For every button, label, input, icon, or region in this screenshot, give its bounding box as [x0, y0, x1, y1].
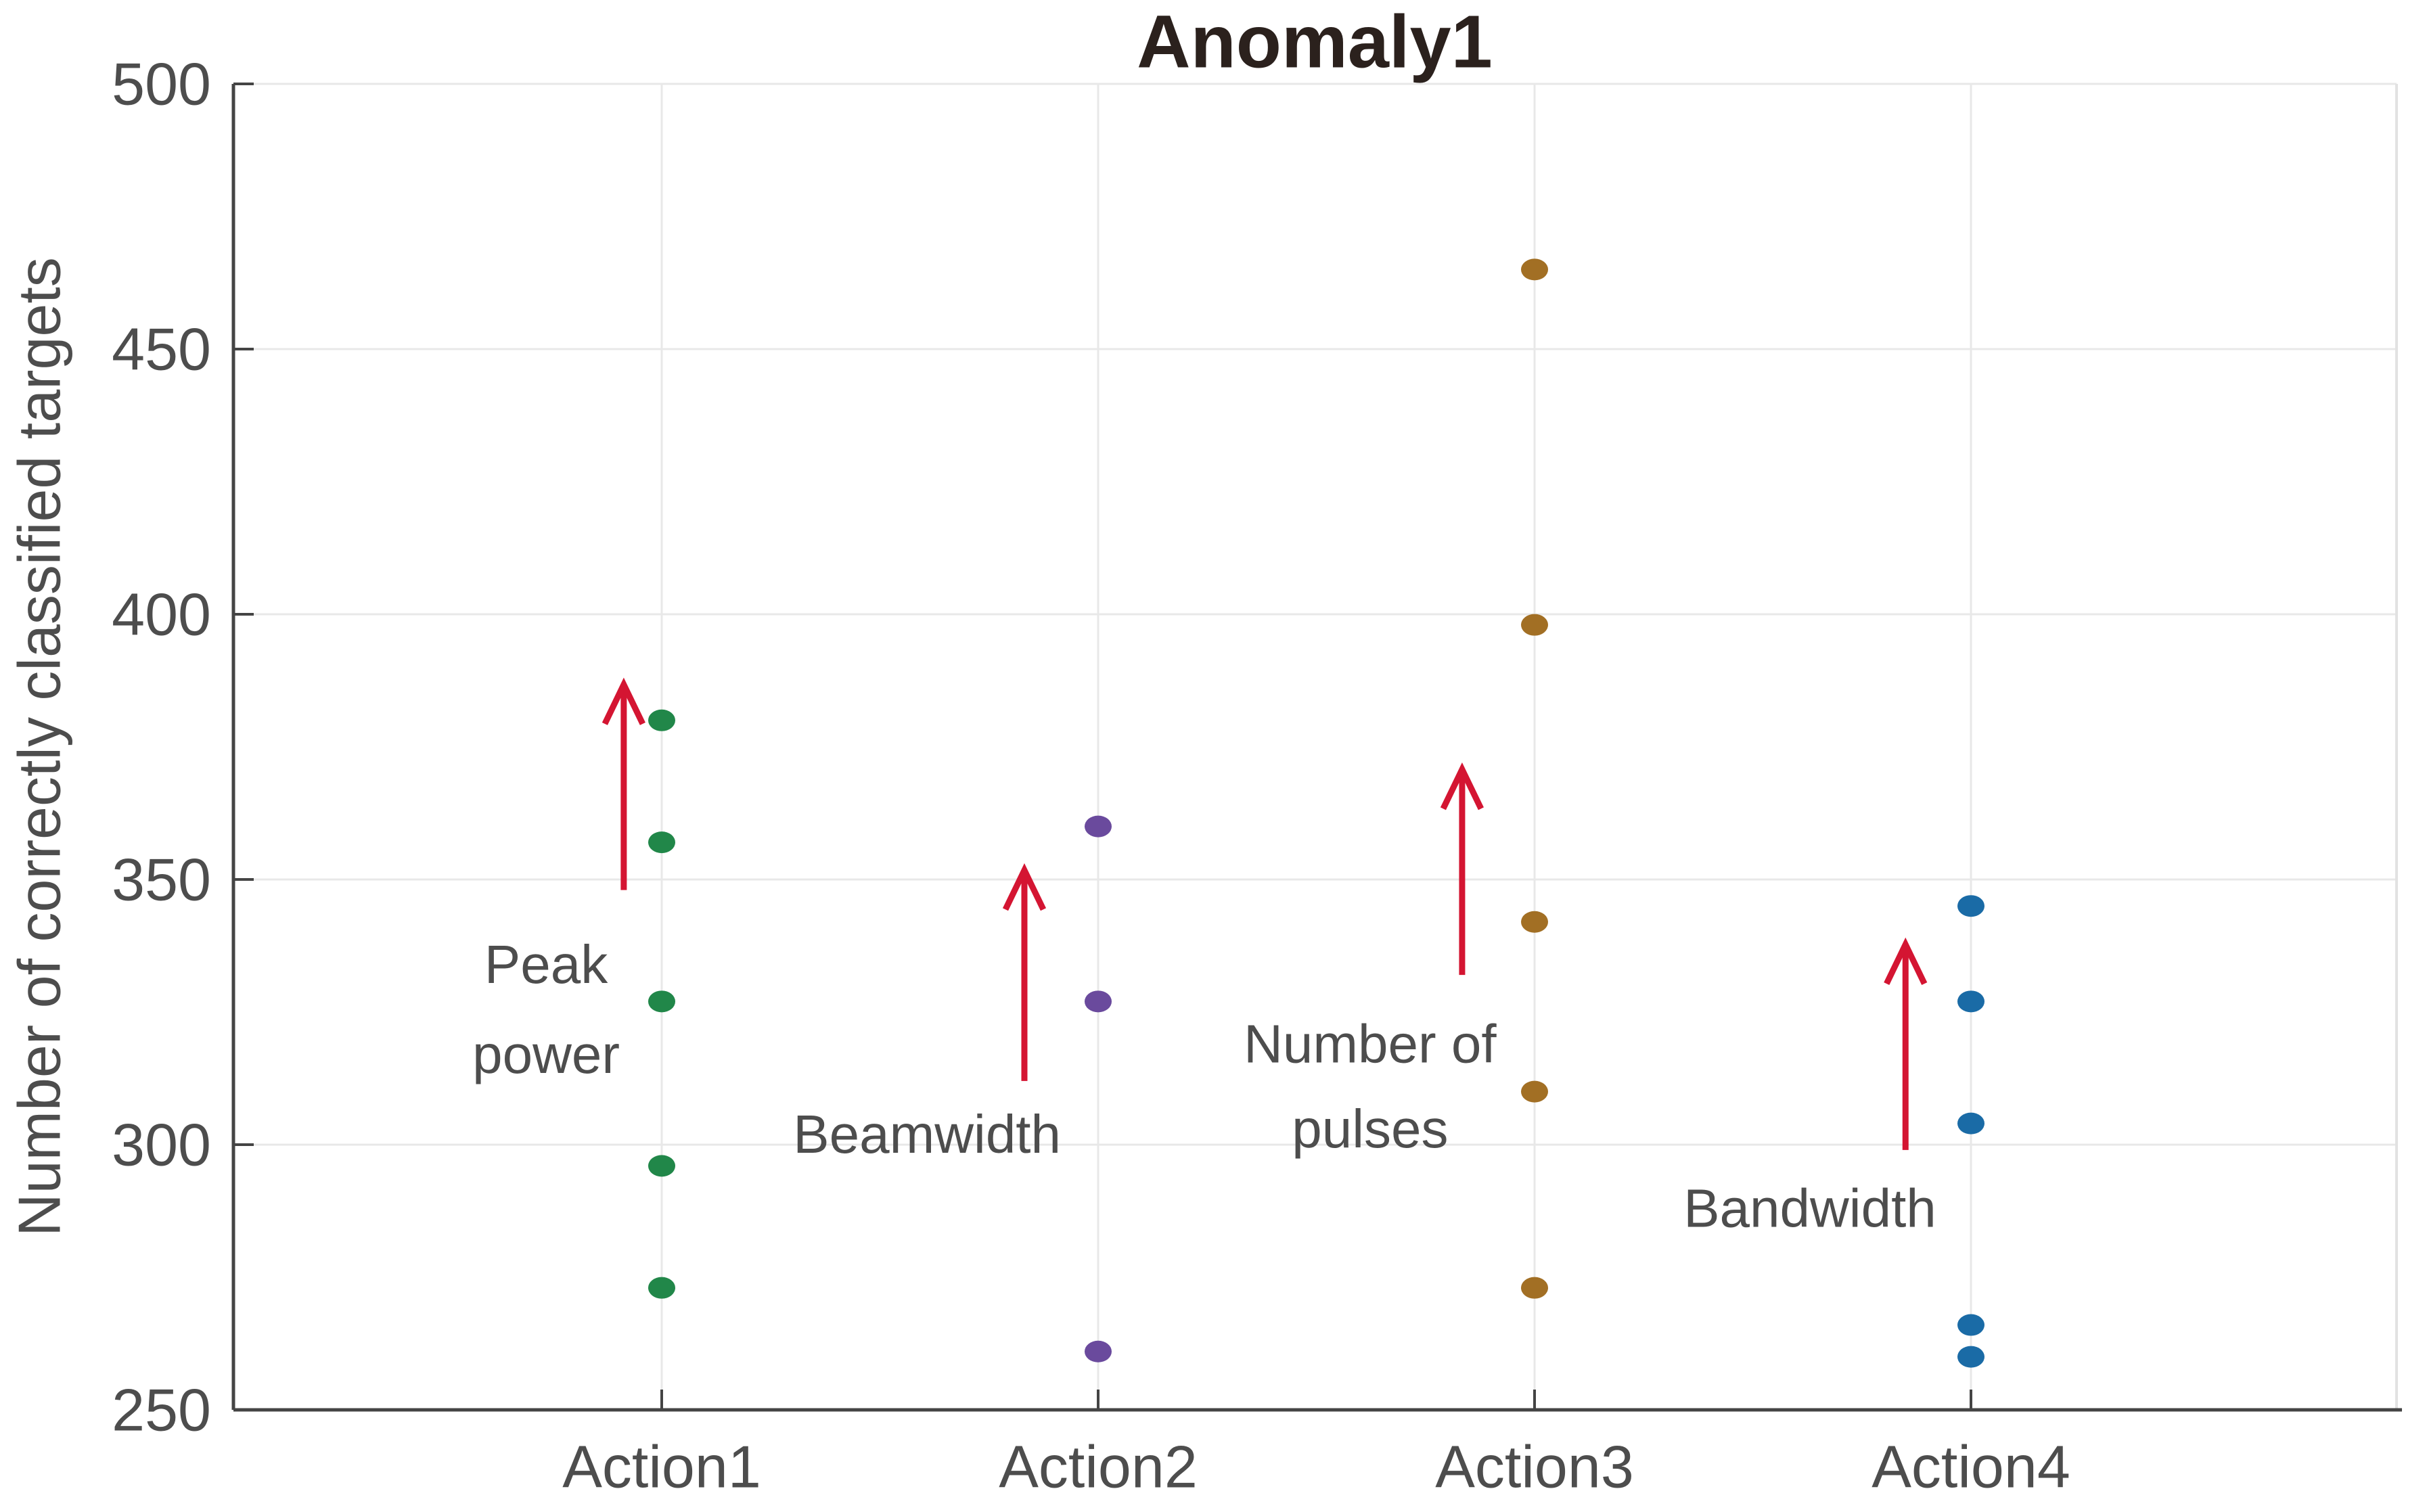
annotation-arrow-head: [1002, 863, 1047, 911]
y-tick-label: 500: [112, 51, 211, 118]
data-point-action1: [648, 831, 675, 854]
chart-title: Anomaly1: [1137, 1, 1493, 84]
x-tick-label: Action3: [1435, 1434, 1634, 1500]
annotation-label: Bandwidth: [1683, 1178, 1936, 1239]
data-point-action2: [1085, 990, 1112, 1013]
annotation-label: pulses: [1292, 1099, 1448, 1159]
annotation-label: Beamwidth: [793, 1104, 1061, 1164]
annotation-label: Number of: [1244, 1014, 1497, 1074]
data-point-action1: [648, 709, 675, 731]
data-point-action1: [648, 1155, 675, 1177]
annotation-arrow-head: [602, 677, 645, 725]
y-tick-label: 450: [112, 316, 211, 383]
axis-layer: [231, 83, 2402, 1412]
data-point-action4: [1957, 990, 1984, 1013]
tick-label-layer: 250 300 350 400 450 500 Action1 Action2 Action3 A…: [112, 51, 2070, 1500]
data-point-action3: [1521, 1080, 1548, 1103]
data-point-action3: [1521, 911, 1548, 933]
x-tick-label: Action1: [562, 1434, 761, 1500]
data-point-action1: [648, 1277, 675, 1299]
data-point-action3: [1521, 258, 1548, 281]
data-point-action4: [1957, 895, 1984, 917]
points-layer: [648, 258, 1984, 1368]
annotation-arrow-head: [1884, 937, 1928, 986]
y-tick-label: 300: [112, 1112, 211, 1178]
annotation-layer: Peak power Beamwidth Number of pulses Bandwid…: [472, 677, 1936, 1239]
data-point-action4: [1957, 1314, 1984, 1336]
data-point-action2: [1085, 1340, 1112, 1362]
y-axis-label: Number of correctly classified targets: [6, 257, 73, 1237]
annotation-label: Peak: [484, 934, 608, 994]
data-point-action1: [648, 990, 675, 1013]
data-point-action4: [1957, 1346, 1984, 1368]
data-point-action2: [1085, 815, 1112, 838]
data-point-action4: [1957, 1112, 1984, 1135]
grid-layer: [233, 83, 2398, 1411]
y-tick-label: 250: [112, 1377, 211, 1444]
data-point-action3: [1521, 614, 1548, 636]
y-tick-label: 350: [112, 846, 211, 913]
annotation-label: power: [472, 1024, 620, 1084]
annotation-arrow-head: [1440, 762, 1484, 810]
x-tick-label: Action4: [1872, 1434, 2070, 1500]
x-tick-label: Action2: [999, 1434, 1198, 1500]
data-point-action3: [1521, 1277, 1548, 1299]
y-tick-label: 400: [112, 581, 211, 648]
